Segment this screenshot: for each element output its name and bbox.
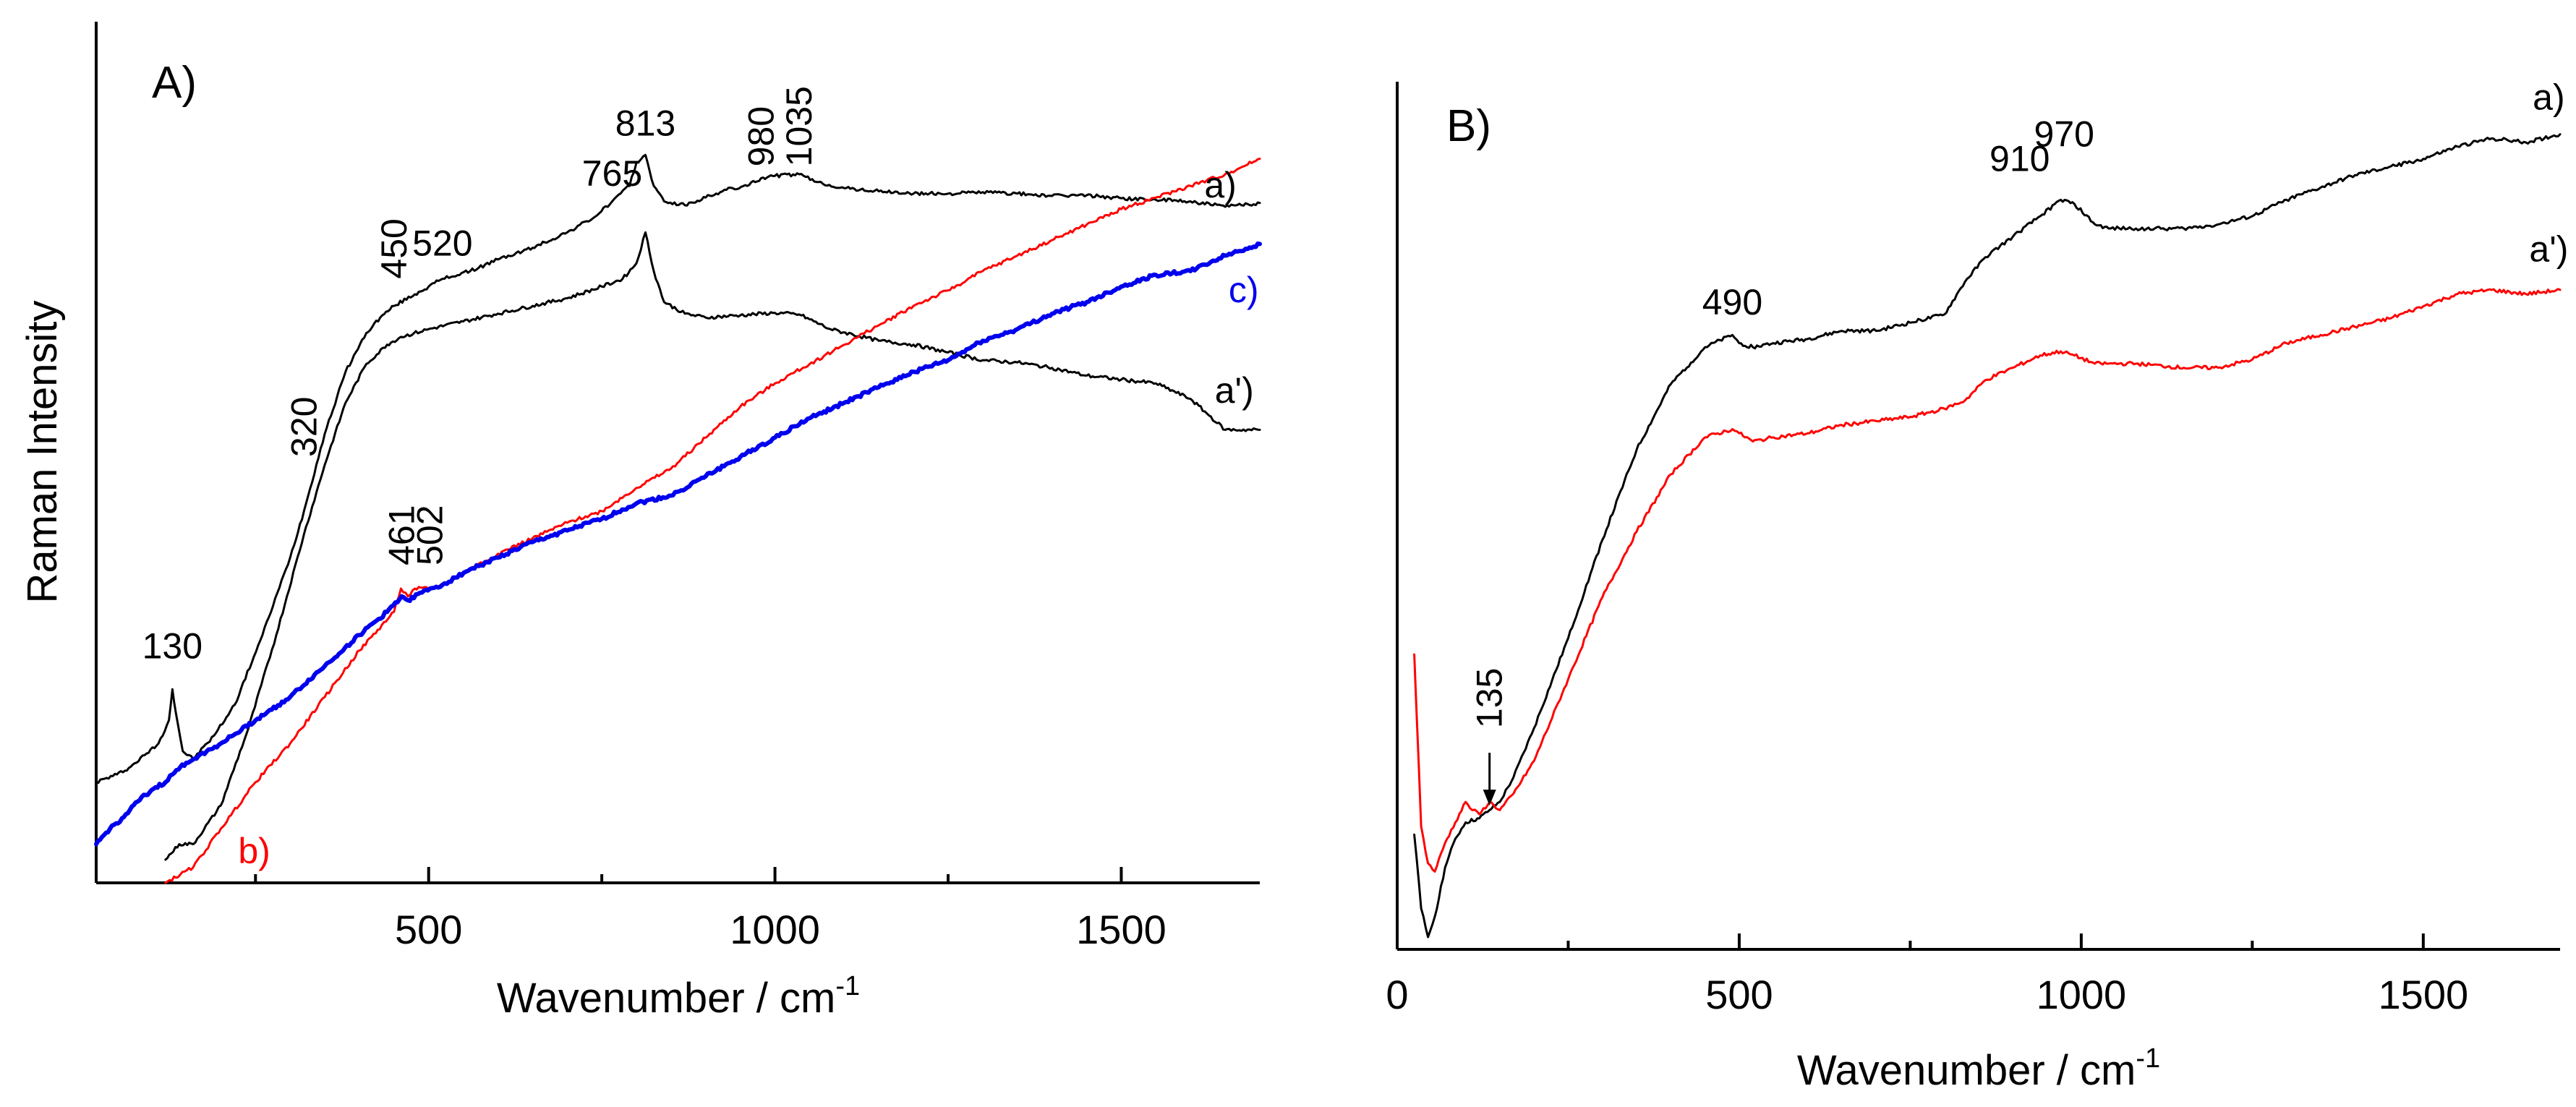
panel-b-x-tick-label: 0 bbox=[1386, 972, 1408, 1017]
panel-b-x-tick-label: 500 bbox=[1705, 972, 1773, 1017]
panel-a-x-tick-label: 1500 bbox=[1076, 907, 1167, 952]
panel-a: A) Raman Intensity Wavenumber / cm-1 500… bbox=[19, 22, 1262, 1022]
panel-a-x-tick-label: 500 bbox=[395, 907, 462, 952]
panel-a-series-a-prime bbox=[164, 231, 1261, 861]
panel-a-series-b bbox=[164, 158, 1261, 884]
panel-a-peak-label: 813 bbox=[615, 103, 675, 143]
panel-b: B) Wavenumber / cm-1 0 500 1000 1500 490 9109… bbox=[1386, 77, 2568, 1094]
panel-a-peak-label: 520 bbox=[412, 223, 472, 263]
panel-b-series-label: a') bbox=[2529, 228, 2568, 269]
panel-a-x-axis-label-text: Wavenumber / cm bbox=[497, 975, 835, 1022]
panel-a-peak-label: 450 bbox=[374, 218, 414, 278]
panel-a-x-tick-label: 1000 bbox=[730, 907, 820, 952]
panel-a-peak-label: 1035 bbox=[779, 86, 819, 166]
panel-b-x-axis-label-exponent: -1 bbox=[2136, 1043, 2160, 1074]
panel-b-arrow-head bbox=[1483, 790, 1496, 806]
panel-b-peak-label: 910 bbox=[1989, 139, 2050, 179]
panel-b-peak-label: 135 bbox=[1470, 668, 1510, 728]
panel-b-series-a-prime bbox=[1413, 288, 2562, 873]
panel-a-peak-label: 320 bbox=[283, 397, 324, 457]
panel-a-series-a bbox=[95, 153, 1261, 785]
panel-b-series-label: a) bbox=[2533, 77, 2564, 118]
panel-a-series-label: a) bbox=[1204, 165, 1236, 205]
panel-a-series-label: a') bbox=[1215, 370, 1254, 411]
panel-a-peak-label: 765 bbox=[582, 153, 642, 194]
panel-b-series-a bbox=[1413, 133, 2562, 939]
panel-b-label: B) bbox=[1446, 101, 1491, 151]
panel-a-x-axis-label-exponent: -1 bbox=[835, 971, 860, 1001]
panel-a-label: A) bbox=[152, 58, 197, 108]
panel-b-x-axis-label: Wavenumber / cm-1 bbox=[1797, 1043, 2160, 1094]
panel-a-y-axis-label: Raman Intensity bbox=[19, 300, 66, 603]
panel-b-peak-label: 490 bbox=[1702, 282, 1762, 322]
panel-a-peak-label: 461 bbox=[381, 505, 422, 565]
panel-a-series-c bbox=[94, 241, 1262, 847]
panel-b-peak-label: 970 bbox=[2034, 114, 2094, 155]
panel-b-x-axis-label-text: Wavenumber / cm bbox=[1797, 1047, 2136, 1094]
panel-a-peak-label: 130 bbox=[142, 625, 202, 666]
panel-a-peak-label: 980 bbox=[741, 106, 781, 166]
panel-b-x-tick-label: 1500 bbox=[2379, 972, 2469, 1017]
panel-b-x-tick-label: 1000 bbox=[2037, 972, 2127, 1017]
panel-a-peak-label: 502 bbox=[410, 505, 451, 565]
panel-a-series-label: b) bbox=[238, 831, 270, 871]
panel-a-x-axis-label: Wavenumber / cm-1 bbox=[497, 971, 860, 1022]
panel-a-series-label: c) bbox=[1229, 270, 1259, 310]
